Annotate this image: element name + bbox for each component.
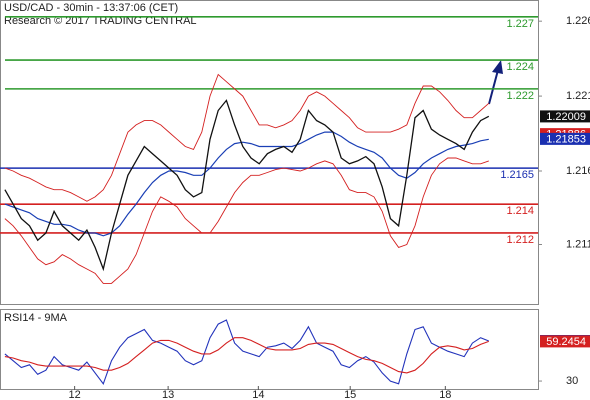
price-marker-label: 1.21853 — [546, 133, 586, 145]
series-line — [4, 319, 490, 385]
series-line — [4, 337, 489, 374]
price-panel-frame — [0, 0, 539, 305]
y-tick-label: 1.2163 — [566, 165, 590, 177]
level-label: 1.222 — [506, 90, 534, 102]
y-tick-label: 30 — [566, 375, 578, 387]
level-label: 1.214 — [506, 205, 534, 217]
series-line — [4, 157, 489, 284]
x-tick-label: 14 — [252, 389, 264, 400]
x-tick-label: 12 — [69, 389, 81, 400]
level-label: 1.224 — [506, 61, 534, 73]
price-marker-label: 59.2454 — [546, 336, 586, 348]
price-marker — [540, 132, 590, 145]
y-tick-label: 1.2215 — [566, 90, 590, 102]
chart-subtitle: Research © 2017 TRADING CENTRAL — [4, 15, 197, 27]
level-label: 1.212 — [506, 234, 534, 246]
y-tick-label: 1.2112 — [566, 238, 590, 250]
y-tick-label: 1.2267 — [566, 15, 590, 27]
price-marker — [540, 110, 590, 123]
series-line — [4, 73, 490, 202]
chart-title: USD/CAD - 30min - 13:37:06 (CET) — [4, 2, 178, 14]
forecast-arrow — [488, 60, 503, 105]
series-line — [4, 99, 490, 272]
x-tick-label: 15 — [344, 389, 356, 400]
x-tick-label: 18 — [439, 389, 451, 400]
level-label: 1.227 — [506, 18, 534, 30]
x-tick-label: 13 — [162, 389, 174, 400]
rsi-panel-frame — [0, 309, 539, 390]
price-marker-label: 1.22009 — [546, 111, 586, 123]
price-marker — [540, 335, 590, 348]
level-label: 1.2165 — [500, 169, 534, 181]
rsi-title: RSI14 - 9MA — [4, 312, 68, 324]
